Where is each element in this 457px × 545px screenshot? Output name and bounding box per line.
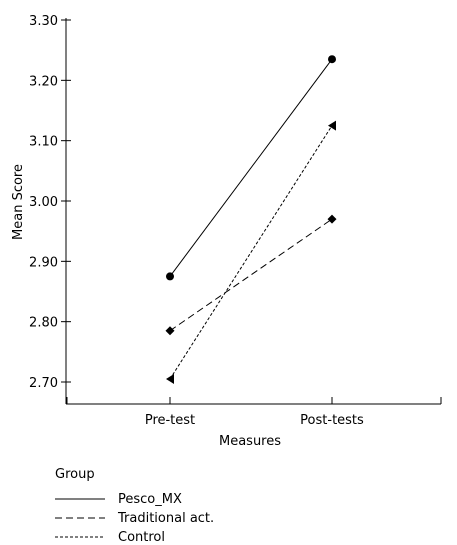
y-tick-label: 3.30: [29, 14, 58, 29]
y-tick-label: 2.90: [29, 255, 58, 270]
legend-label: Control: [118, 530, 165, 545]
x-tick-label: Pre-test: [145, 413, 195, 428]
y-tick-label: 3.00: [29, 195, 58, 210]
y-tick-label: 2.80: [29, 316, 58, 331]
x-tick-label: Post-tests: [300, 413, 364, 428]
y-tick-label: 3.10: [29, 135, 58, 150]
series-traditional-act: [165, 214, 337, 336]
axes: [65, 18, 441, 405]
series-layer: [165, 55, 337, 384]
y-axis-ticks: 2.70 2.80 2.90 3.00 3.10 3.20 3.30: [29, 14, 71, 391]
y-tick-label: 3.20: [29, 74, 58, 89]
data-point-diamond: [327, 214, 337, 224]
series-line: [169, 58, 333, 277]
data-point-circle: [328, 55, 336, 64]
legend-title: Group: [55, 467, 95, 482]
series-line: [169, 125, 333, 380]
data-point-circle: [166, 272, 174, 281]
data-point-triangle: [166, 373, 174, 384]
legend: Pesco_MX Traditional act. Control: [55, 492, 214, 545]
x-axis-label: Measures: [219, 434, 281, 449]
series-control: [166, 120, 336, 384]
y-tick-label: 2.70: [29, 376, 58, 391]
legend-label: Pesco_MX: [118, 492, 182, 507]
y-axis-label: Mean Score: [11, 164, 26, 240]
series-line: [169, 218, 333, 332]
data-point-diamond: [165, 326, 175, 336]
x-axis-ticks: Pre-test Post-tests: [66, 397, 442, 428]
legend-label: Traditional act.: [117, 511, 214, 526]
data-point-triangle: [328, 120, 336, 131]
series-pesco-mx: [166, 55, 336, 281]
